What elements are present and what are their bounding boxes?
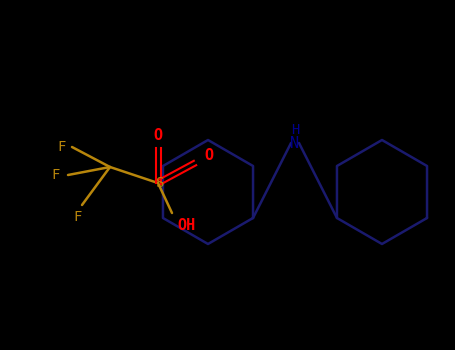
Text: S: S — [156, 176, 164, 190]
Text: F: F — [58, 140, 66, 154]
Text: OH: OH — [177, 217, 195, 232]
Text: O: O — [204, 147, 213, 162]
Text: O: O — [153, 128, 162, 143]
Text: N: N — [290, 135, 299, 150]
Text: F: F — [52, 168, 60, 182]
Text: F: F — [74, 210, 82, 224]
Text: H: H — [291, 123, 299, 137]
